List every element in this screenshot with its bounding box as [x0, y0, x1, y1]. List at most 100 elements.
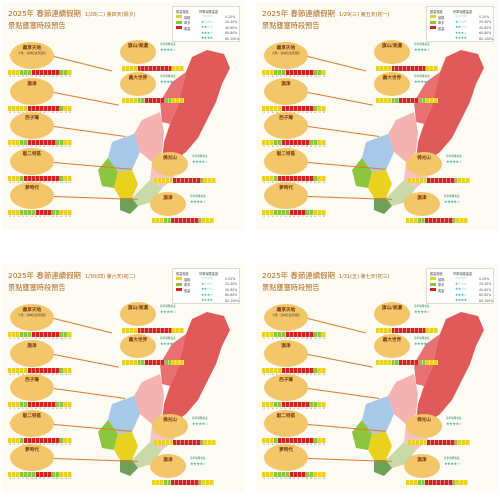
traffic-segment: [376, 328, 380, 333]
attraction-badge[interactable]: 義享天地 大樂・漢神巨蛋周邊區: [264, 304, 308, 331]
hour-tick: 8: [263, 444, 265, 446]
traffic-segment: [20, 368, 24, 373]
attraction-name: 佛光山: [417, 418, 431, 423]
traffic-segment: [446, 178, 451, 183]
traffic-segment: [314, 438, 318, 443]
attraction-name: 義享天地: [22, 308, 42, 313]
attraction-badge[interactable]: 佛光山: [406, 414, 442, 438]
traffic-segment: [167, 480, 172, 485]
hour-tick: 8: [9, 146, 11, 148]
traffic-segment: [460, 218, 465, 223]
map-region-mountain: [162, 50, 230, 162]
traffic-segment: [314, 210, 318, 215]
attraction-badge[interactable]: 佛光山: [152, 152, 188, 176]
attraction-badge[interactable]: 旗津: [404, 192, 440, 216]
legend-label: 壅塞: [184, 288, 191, 293]
hour-tick: 15: [38, 146, 42, 148]
traffic-segment: [426, 328, 431, 333]
traffic-segment: [414, 98, 419, 103]
attraction-badge[interactable]: 義大世界: [374, 72, 410, 96]
attraction-badge[interactable]: 旗津: [150, 454, 186, 478]
attraction-badge[interactable]: 旗津: [150, 192, 186, 216]
traffic-segment: [262, 210, 266, 215]
attraction-badge[interactable]: 旗山/美濃: [374, 40, 410, 64]
attraction-badge[interactable]: 旗津: [404, 454, 440, 478]
attraction-badge[interactable]: 旗山/美濃: [120, 40, 156, 64]
hour-tick: 10: [17, 478, 20, 480]
attraction-badge[interactable]: 旗津: [264, 78, 308, 105]
attraction-badge[interactable]: 義享天地 大樂・漢神巨蛋周邊區: [10, 42, 54, 69]
traffic-segment: [439, 178, 443, 183]
attraction-badge[interactable]: 旗津: [10, 340, 54, 367]
traffic-segment: [290, 368, 294, 373]
traffic-segment: [164, 66, 169, 71]
hour-tick: 10: [271, 112, 274, 114]
traffic-segment: [133, 66, 138, 71]
traffic-segment: [413, 218, 418, 223]
hour-tick: 20: [314, 478, 317, 480]
traffic-segment: [278, 332, 282, 337]
traffic-segment: [208, 178, 213, 183]
traffic-segment: [173, 178, 178, 183]
traffic-segment: [52, 402, 56, 407]
hour-tick: 8: [263, 182, 265, 184]
traffic-segment: [454, 178, 459, 183]
attraction-area: 大樂・漢神巨蛋周邊區: [18, 313, 46, 317]
hour-tick: 16: [43, 76, 46, 78]
attraction-badge[interactable]: 西子灣: [10, 112, 54, 139]
attraction-badge[interactable]: 西子灣: [264, 374, 308, 401]
attraction-badge[interactable]: 佛光山: [406, 152, 442, 176]
attraction-badge[interactable]: 佛光山: [152, 414, 188, 438]
traffic-segment: [306, 70, 310, 75]
attraction-badge[interactable]: 駁二特區: [264, 410, 308, 437]
traffic-segment: [314, 106, 318, 111]
hour-tick: 10: [271, 182, 274, 184]
parking-rating-label: 停車場壅塞度: [160, 337, 176, 340]
attraction-badge[interactable]: 夢時代: [10, 444, 54, 471]
attraction-badge[interactable]: 西子灣: [10, 374, 54, 401]
traffic-segment: [52, 210, 56, 215]
attraction-badge[interactable]: 旗山/美濃: [374, 302, 410, 326]
hour-tick: 22: [68, 444, 71, 446]
parking-rating-stars: ★★★★☆: [190, 461, 206, 466]
attraction-badge[interactable]: 義大世界: [120, 334, 156, 358]
attraction-badge[interactable]: 駁二特區: [10, 410, 54, 437]
hour-tick: 19: [309, 408, 313, 410]
traffic-segment: [56, 402, 60, 407]
traffic-bar: [8, 140, 72, 145]
hour-tick: 9: [267, 374, 269, 376]
traffic-segment: [302, 402, 306, 407]
attraction-badge[interactable]: 夢時代: [264, 444, 308, 471]
attraction-badge[interactable]: 義大世界: [374, 334, 410, 358]
hour-tick: 20: [60, 76, 63, 78]
attraction-badge[interactable]: 義享天地 大樂・漢神巨蛋周邊區: [264, 42, 308, 69]
attraction-badge[interactable]: 駁二特區: [264, 148, 308, 175]
attraction-badge[interactable]: 義享天地 大樂・漢神巨蛋周邊區: [10, 304, 54, 331]
traffic-segment: [442, 440, 447, 445]
traffic-segment: [64, 70, 68, 75]
attraction-badge[interactable]: 夢時代: [264, 182, 308, 209]
traffic-segment: [68, 106, 72, 111]
attraction-badge[interactable]: 西子灣: [264, 112, 308, 139]
attraction-badge[interactable]: 夢時代: [10, 182, 54, 209]
traffic-segment: [208, 440, 213, 445]
traffic-segment: [154, 440, 158, 445]
parking-rating-label: 停車場壅塞度: [446, 417, 462, 420]
map-region-harbor: [132, 442, 162, 468]
traffic-segment: [204, 440, 209, 445]
traffic-segment: [418, 98, 423, 103]
traffic-segment: [68, 140, 72, 145]
traffic-segment: [141, 98, 146, 103]
attraction-badge[interactable]: 義大世界: [120, 72, 156, 96]
traffic-segment: [433, 218, 437, 223]
hour-tick: 18: [305, 408, 308, 410]
attraction-badge[interactable]: 旗津: [264, 340, 308, 367]
attraction-badge[interactable]: 駁二特區: [10, 148, 54, 175]
attraction-badge[interactable]: 旗山/美濃: [120, 302, 156, 326]
attraction-badge[interactable]: 旗津: [10, 78, 54, 105]
parking-rating-label: 停車場壅塞度: [414, 337, 430, 340]
forecast-date: 1/29(三) 第五天(初一): [338, 12, 390, 18]
hour-tick: 21: [64, 478, 67, 480]
